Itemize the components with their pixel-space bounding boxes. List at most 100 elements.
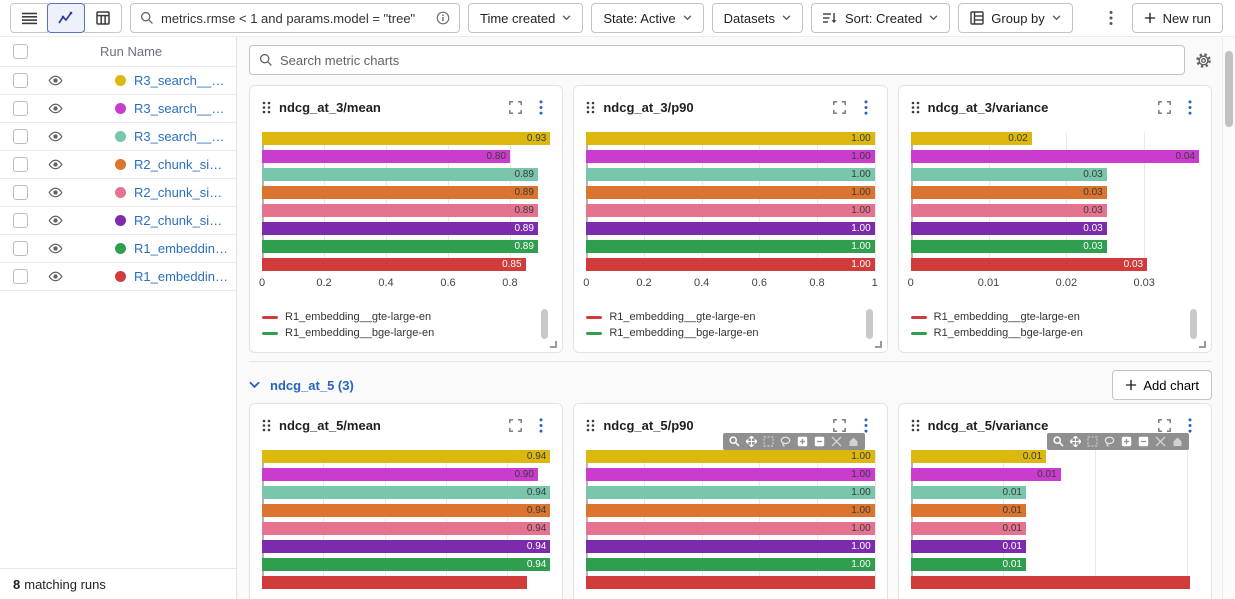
bar[interactable]: 0.85 [262, 258, 526, 271]
bar[interactable]: 0.89 [262, 186, 538, 199]
reset-axes-icon[interactable] [1169, 434, 1186, 449]
section-collapse-chevron-icon[interactable] [249, 381, 260, 389]
bar[interactable]: 0.03 [910, 222, 1107, 235]
visibility-eye-icon[interactable] [48, 73, 63, 88]
bar-plot[interactable]: 0.94 0.90 0.94 0.94 0.94 0.94 0.94 [262, 450, 551, 589]
drag-handle-icon[interactable] [586, 101, 595, 114]
datasets-dropdown[interactable]: Datasets [711, 3, 803, 33]
bar[interactable]: 1.00 [586, 540, 875, 553]
run-name-link[interactable]: R1_embedding__bge-la... [134, 241, 236, 256]
resize-handle[interactable] [874, 341, 882, 348]
zoom-in-icon[interactable] [794, 434, 811, 449]
run-checkbox[interactable] [13, 213, 28, 228]
sort-dropdown[interactable]: Sort: Created [810, 3, 951, 33]
bar[interactable]: 1.00 [586, 204, 875, 217]
fullscreen-icon[interactable] [506, 100, 524, 114]
bar[interactable]: 1.00 [586, 186, 875, 199]
legend-item[interactable]: R1_embedding__bge-large-en [262, 325, 534, 341]
legend-item[interactable]: R1_embedding__bge-large-en [910, 325, 1183, 341]
bar[interactable]: 0.94 [262, 558, 551, 571]
drag-handle-icon[interactable] [911, 419, 920, 432]
pan-icon[interactable] [1067, 434, 1084, 449]
legend-scrollbar[interactable] [541, 309, 549, 339]
bar[interactable]: 0.89 [262, 222, 538, 235]
fullscreen-icon[interactable] [1155, 100, 1173, 114]
run-name-link[interactable]: R2_chunk_size__256 [134, 213, 236, 228]
chart-view-button[interactable] [47, 3, 85, 33]
legend-scrollbar[interactable] [1190, 309, 1197, 339]
bar[interactable]: 1.00 [586, 240, 875, 253]
run-checkbox[interactable] [13, 73, 28, 88]
state-filter-dropdown[interactable]: State: Active [591, 3, 704, 33]
metric-charts-search-input[interactable]: Search metric charts [249, 45, 1185, 75]
zoom-out-icon[interactable] [1135, 434, 1152, 449]
bar-plot[interactable]: 0.02 0.04 0.03 0.03 0.03 0.03 0.03 0.03 [910, 132, 1199, 271]
bar[interactable]: 0.94 [262, 504, 551, 517]
legend-item[interactable]: R1_embedding__gte-large-en [910, 309, 1183, 325]
bar[interactable]: 0.89 [262, 204, 538, 217]
run-name-link[interactable]: R3_search__ANN [134, 129, 236, 144]
chart-menu-icon[interactable] [1181, 417, 1199, 433]
run-checkbox[interactable] [13, 241, 28, 256]
gear-icon[interactable] [1195, 52, 1212, 69]
table-view-button[interactable] [84, 3, 122, 33]
run-name-link[interactable]: R2_chunk_size__512 [134, 185, 236, 200]
bar[interactable]: 0.03 [910, 186, 1107, 199]
run-checkbox[interactable] [13, 129, 28, 144]
visibility-eye-icon[interactable] [48, 44, 63, 59]
visibility-eye-icon[interactable] [48, 101, 63, 116]
visibility-eye-icon[interactable] [48, 185, 63, 200]
bar[interactable]: 1.00 [586, 558, 875, 571]
new-run-button[interactable]: New run [1131, 3, 1223, 33]
time-created-dropdown[interactable]: Time created [468, 3, 584, 33]
visibility-eye-icon[interactable] [48, 157, 63, 172]
bar[interactable]: 0.01 [910, 504, 1026, 517]
add-chart-button[interactable]: Add chart [1112, 370, 1212, 400]
drag-handle-icon[interactable] [262, 101, 271, 114]
zoom-icon[interactable] [726, 434, 743, 449]
bar[interactable]: 1.00 [586, 504, 875, 517]
bar[interactable]: 0.94 [262, 522, 551, 535]
fullscreen-icon[interactable] [1155, 418, 1173, 432]
bar[interactable]: 0.94 [262, 540, 551, 553]
chart-menu-icon[interactable] [1181, 99, 1199, 115]
reset-axes-icon[interactable] [845, 434, 862, 449]
chart-menu-icon[interactable] [532, 417, 550, 433]
chart-menu-icon[interactable] [857, 417, 875, 433]
bar[interactable]: 0.90 [262, 468, 538, 481]
fullscreen-icon[interactable] [831, 418, 849, 432]
bar[interactable]: 0.03 [910, 240, 1107, 253]
autoscale-icon[interactable] [828, 434, 845, 449]
bar[interactable]: 0.03 [910, 258, 1148, 271]
lasso-select-icon[interactable] [777, 434, 794, 449]
box-select-icon[interactable] [760, 434, 777, 449]
run-checkbox[interactable] [13, 101, 28, 116]
run-name-link[interactable]: R3_search__hybrid [134, 101, 236, 116]
bar[interactable]: 0.01 [910, 522, 1026, 535]
runs-search-input[interactable]: metrics.rmse < 1 and params.model = "tre… [130, 3, 460, 33]
bar[interactable]: 1.00 [586, 468, 875, 481]
run-checkbox[interactable] [13, 269, 28, 284]
bar-plot[interactable]: 0.93 0.80 0.89 0.89 0.89 0.89 0.89 0.85 [262, 132, 551, 271]
drag-handle-icon[interactable] [262, 419, 271, 432]
bar[interactable] [262, 576, 528, 589]
bar[interactable]: 0.94 [262, 486, 551, 499]
bar[interactable]: 0.94 [262, 450, 551, 463]
bar[interactable]: 0.01 [910, 468, 1061, 481]
bar[interactable]: 1.00 [586, 258, 875, 271]
lasso-select-icon[interactable] [1101, 434, 1118, 449]
box-select-icon[interactable] [1084, 434, 1101, 449]
bar[interactable]: 0.89 [262, 240, 538, 253]
group-by-dropdown[interactable]: Group by [958, 3, 1073, 33]
bar-plot[interactable]: 1.00 1.00 1.00 1.00 1.00 1.00 1.00 1.00 [586, 132, 876, 271]
bar[interactable]: 0.02 [910, 132, 1032, 145]
bar[interactable]: 1.00 [586, 150, 875, 163]
info-icon[interactable] [436, 11, 450, 25]
chart-menu-icon[interactable] [532, 99, 550, 115]
bar[interactable]: 0.93 [262, 132, 551, 145]
zoom-in-icon[interactable] [1118, 434, 1135, 449]
legend-item[interactable]: R1_embedding__gte-large-en [586, 309, 858, 325]
bar-plot[interactable]: 1.00 1.00 1.00 1.00 1.00 1.00 1.00 [586, 433, 876, 589]
bar[interactable]: 1.00 [586, 522, 875, 535]
page-scrollbar[interactable] [1222, 37, 1235, 599]
